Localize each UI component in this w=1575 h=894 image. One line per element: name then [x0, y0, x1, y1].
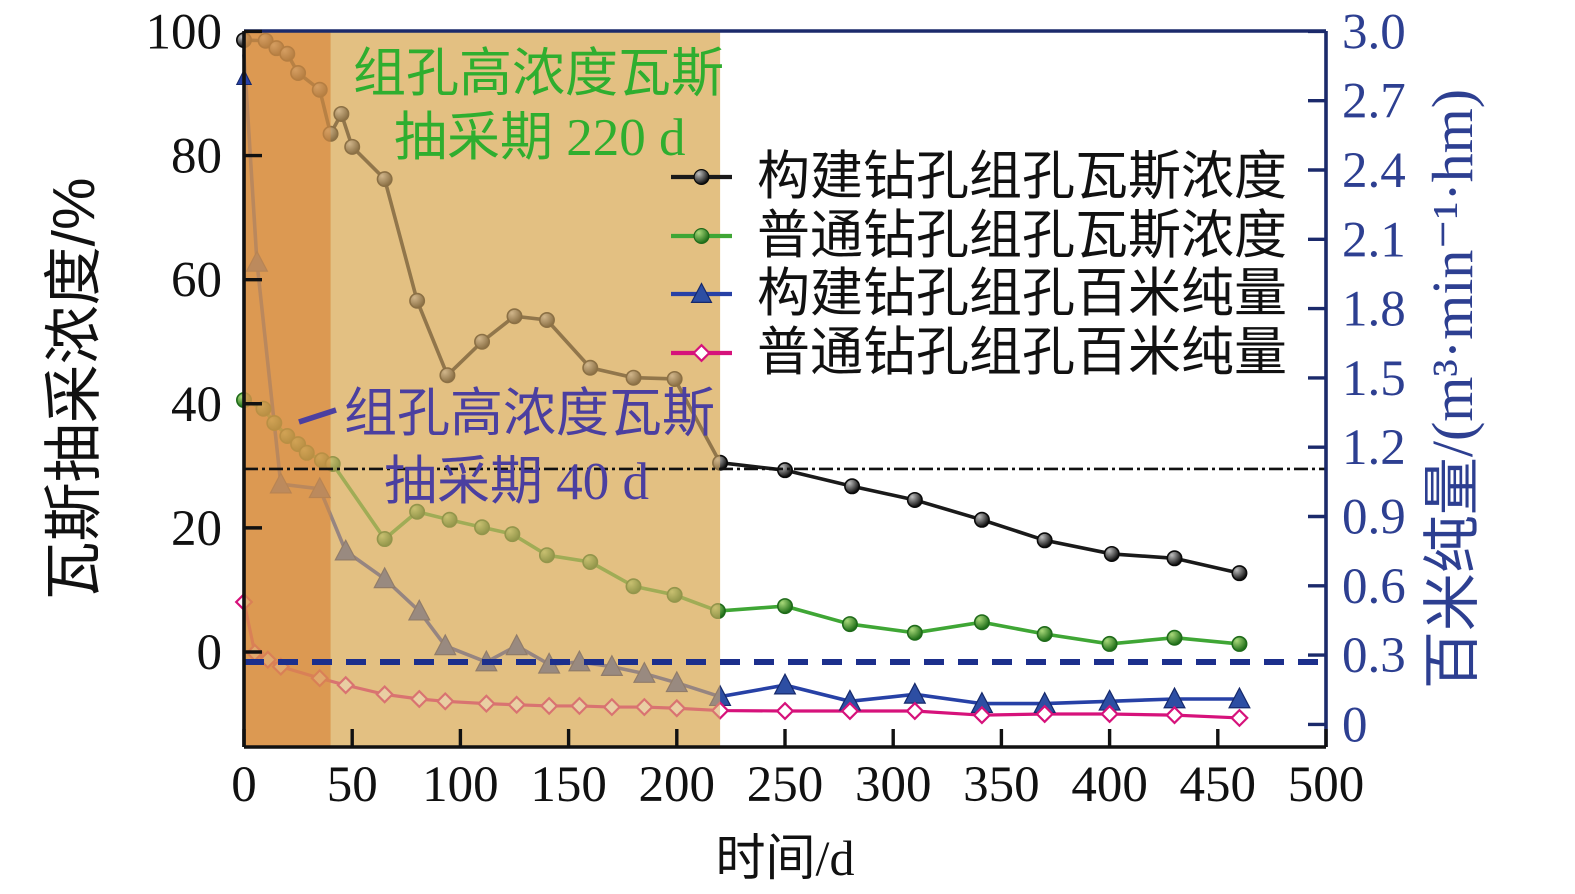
svg-text:0.9: 0.9 — [1342, 490, 1406, 546]
svg-text:200: 200 — [639, 757, 716, 813]
svg-text:构建钻孔组孔瓦斯浓度: 构建钻孔组孔瓦斯浓度 — [757, 147, 1287, 206]
svg-text:0: 0 — [1342, 697, 1368, 753]
svg-text:100: 100 — [146, 4, 223, 60]
svg-text:1.8: 1.8 — [1342, 282, 1406, 338]
svg-text:150: 150 — [530, 757, 607, 813]
svg-text:0: 0 — [197, 625, 223, 681]
svg-text:20: 20 — [171, 501, 222, 557]
svg-text:80: 80 — [171, 129, 222, 185]
svg-text:2.1: 2.1 — [1342, 212, 1406, 268]
svg-text:抽采期 220 d: 抽采期 220 d — [394, 109, 686, 167]
svg-text:2.7: 2.7 — [1342, 74, 1406, 130]
svg-text:2.4: 2.4 — [1342, 143, 1406, 199]
svg-text:40: 40 — [171, 377, 222, 433]
svg-text:1.2: 1.2 — [1342, 420, 1406, 476]
svg-text:组孔高浓度瓦斯: 组孔高浓度瓦斯 — [344, 384, 715, 443]
svg-text:60: 60 — [171, 253, 222, 309]
svg-text:400: 400 — [1071, 757, 1148, 813]
svg-text:0.6: 0.6 — [1342, 559, 1406, 615]
svg-text:450: 450 — [1180, 757, 1257, 813]
svg-text:抽采期 40 d: 抽采期 40 d — [384, 453, 649, 511]
svg-text:时间/d: 时间/d — [716, 830, 855, 886]
svg-text:普通钻孔组孔百米纯量: 普通钻孔组孔百米纯量 — [757, 323, 1287, 382]
svg-text:百米纯量/(m³·min⁻¹·hm): 百米纯量/(m³·min⁻¹·hm) — [1420, 89, 1485, 689]
svg-text:普通钻孔组孔瓦斯浓度: 普通钻孔组孔瓦斯浓度 — [757, 206, 1287, 265]
svg-text:0: 0 — [231, 757, 257, 813]
svg-text:350: 350 — [963, 757, 1040, 813]
svg-text:100: 100 — [422, 757, 499, 813]
svg-text:瓦斯抽采浓度/%: 瓦斯抽采浓度/% — [41, 178, 107, 601]
svg-text:组孔高浓度瓦斯: 组孔高浓度瓦斯 — [353, 44, 724, 103]
svg-text:50: 50 — [327, 757, 378, 813]
svg-text:500: 500 — [1288, 757, 1365, 813]
svg-text:0.3: 0.3 — [1342, 628, 1406, 684]
svg-text:1.5: 1.5 — [1342, 351, 1406, 407]
svg-text:300: 300 — [855, 757, 932, 813]
svg-text:250: 250 — [747, 757, 824, 813]
svg-text:3.0: 3.0 — [1342, 4, 1406, 60]
svg-text:构建钻孔组孔百米纯量: 构建钻孔组孔百米纯量 — [757, 264, 1287, 323]
